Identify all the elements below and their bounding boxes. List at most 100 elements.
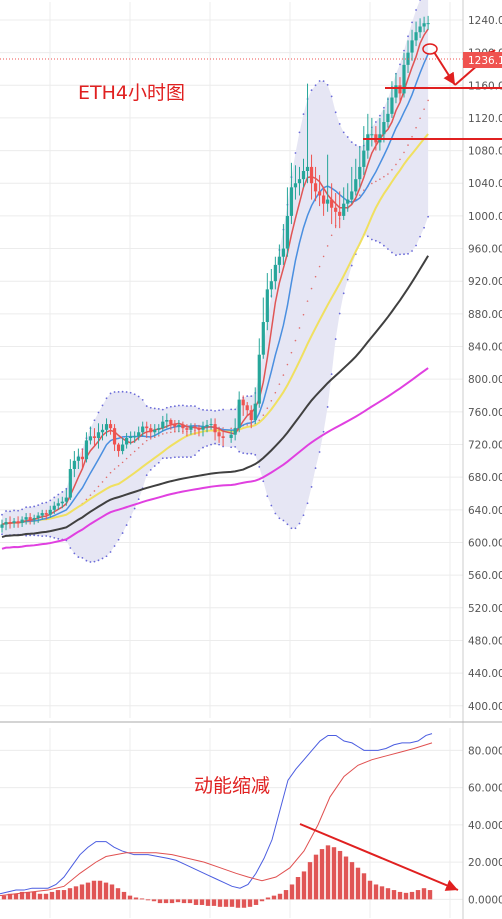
bollinger-lower-dot <box>314 467 317 470</box>
bollinger-upper-dot <box>202 408 204 411</box>
bollinger-lower-dot <box>37 534 40 537</box>
bollinger-lower-dot <box>186 456 188 458</box>
candle-body <box>60 501 64 504</box>
candle-body <box>80 456 84 460</box>
bollinger-upper-dot <box>121 390 124 393</box>
bollinger-upper-dot <box>97 411 100 414</box>
bollinger-lower-dot <box>350 264 353 267</box>
bollinger-lower-dot <box>262 480 265 483</box>
candle-body <box>334 207 338 212</box>
bollinger-mid-dot <box>282 374 285 376</box>
candle-body <box>88 436 93 441</box>
bollinger-upper-dot <box>93 419 96 422</box>
bollinger-mid-dot <box>85 498 88 501</box>
bollinger-mid-dot <box>314 275 317 278</box>
bollinger-upper-dot <box>101 404 104 407</box>
candle-body <box>221 436 225 438</box>
bollinger-mid-dot <box>375 180 377 183</box>
candle-body <box>28 517 32 520</box>
bollinger-lower-dot <box>206 445 208 447</box>
candle-body <box>237 399 241 429</box>
bollinger-upper-dot <box>33 505 36 508</box>
macd-annotation: 动能缩减 <box>194 775 270 797</box>
bollinger-mid-dot <box>145 439 148 442</box>
y-tick-label: 600.00 <box>468 537 502 549</box>
candle-body <box>84 440 89 460</box>
macd-histogram-bar <box>403 892 409 900</box>
bollinger-mid-dot <box>294 339 297 342</box>
macd-histogram-bar <box>181 899 187 904</box>
bollinger-lower-dot <box>29 534 32 537</box>
bollinger-lower-dot <box>57 537 60 540</box>
candle-body <box>265 289 269 323</box>
macd-histogram-bar <box>187 899 193 904</box>
bollinger-upper-dot <box>322 80 325 82</box>
top-circle <box>422 43 438 55</box>
bollinger-mid-dot <box>423 108 425 111</box>
bollinger-upper-dot <box>330 95 333 98</box>
macd-histogram-bar <box>169 899 175 904</box>
bollinger-upper-dot <box>133 393 136 396</box>
bollinger-mid-dot <box>298 327 301 329</box>
bollinger-upper-dot <box>218 409 220 412</box>
bollinger-mid-dot <box>125 457 128 460</box>
last-price-tag-bg <box>463 52 502 68</box>
bollinger-lower-dot <box>218 443 220 446</box>
bollinger-mid-dot <box>262 414 265 416</box>
bollinger-upper-dot <box>186 405 188 407</box>
candle-body <box>354 179 358 192</box>
candle-body <box>36 515 40 518</box>
bollinger-upper-dot <box>354 144 357 146</box>
bollinger-lower-dot <box>407 252 409 255</box>
candle-body <box>177 424 181 427</box>
candle-body <box>414 32 418 41</box>
candle-body <box>112 428 117 445</box>
y-tick-label: 560.00 <box>468 570 502 582</box>
bollinger-upper-dot <box>141 399 144 401</box>
bollinger-upper-dot <box>161 408 164 411</box>
bollinger-lower-dot <box>182 456 184 459</box>
macd-y-tick-label: 0.0000 <box>468 894 502 906</box>
candle-body <box>72 460 76 469</box>
bollinger-mid-dot <box>141 443 144 445</box>
candle-body <box>169 420 173 425</box>
bollinger-lower-dot <box>294 527 297 530</box>
bollinger-mid-dot <box>166 432 168 434</box>
macd-histogram-bar <box>1 895 7 900</box>
bollinger-upper-dot <box>314 84 317 87</box>
y-tick-label: 840.00 <box>468 342 502 354</box>
bollinger-mid-dot <box>113 468 116 470</box>
bollinger-upper-dot <box>5 510 7 512</box>
bollinger-lower-dot <box>403 253 405 256</box>
candle-body <box>189 426 193 430</box>
macd-histogram-bar <box>43 893 49 900</box>
macd-histogram-bar <box>409 891 415 900</box>
bollinger-lower-dot <box>202 446 204 449</box>
macd-histogram-bar <box>193 899 199 905</box>
bollinger-lower-dot <box>137 498 140 501</box>
y-tick-label: 760.00 <box>468 407 502 419</box>
macd-histogram-bar <box>319 849 325 900</box>
bollinger-upper-dot <box>302 113 305 116</box>
candle-body <box>24 517 28 520</box>
bollinger-lower-dot <box>278 517 281 520</box>
bollinger-mid-dot <box>258 419 261 422</box>
macd-histogram-bar <box>133 897 139 900</box>
bollinger-lower-dot <box>334 338 337 340</box>
bollinger-upper-dot <box>411 21 413 24</box>
bollinger-upper-dot <box>294 152 297 154</box>
bollinger-lower-dot <box>286 523 289 526</box>
bollinger-upper-dot <box>105 397 108 400</box>
candle-body <box>317 191 322 196</box>
candle-body <box>390 97 394 114</box>
bollinger-mid-dot <box>133 450 136 453</box>
bollinger-upper-dot <box>29 506 32 508</box>
macd-histogram-bar <box>55 890 61 900</box>
candle-body <box>342 203 346 216</box>
bollinger-lower-dot <box>270 504 273 507</box>
candle-body <box>253 403 257 421</box>
bollinger-upper-dot <box>157 407 160 410</box>
candle-body <box>137 432 141 437</box>
bollinger-upper-dot <box>125 391 128 393</box>
bollinger-upper-dot <box>230 408 233 411</box>
